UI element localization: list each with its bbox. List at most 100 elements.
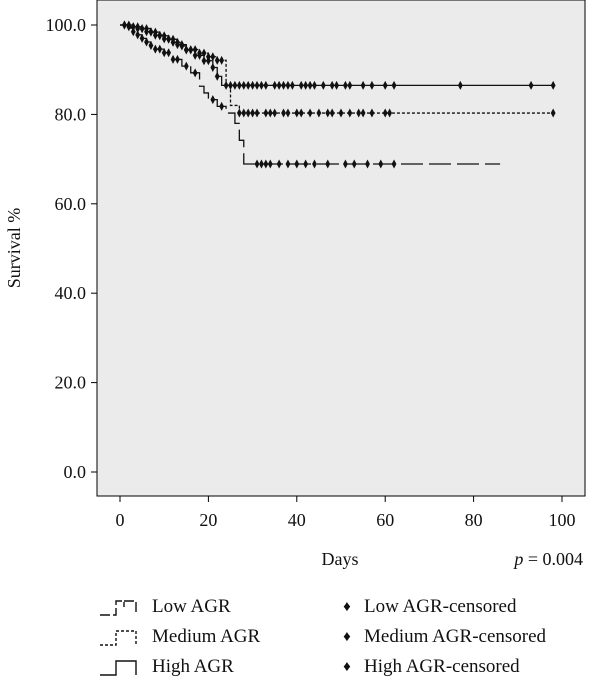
diamond-icon: ♦: [343, 629, 351, 645]
censor-mark: [250, 108, 255, 118]
censor-mark: [338, 108, 344, 118]
censor-mark: [183, 61, 189, 71]
legend-item-medium: Medium AGR: [98, 622, 260, 652]
censor-mark: [276, 159, 282, 169]
censor-mark: [329, 80, 335, 90]
censor-mark: [144, 37, 149, 47]
diamond-icon: ♦: [343, 659, 351, 675]
x-tick-label: 40: [288, 510, 306, 530]
censor-mark: [135, 22, 141, 32]
y-axis-label: Survival %: [4, 208, 24, 289]
censor-mark: [161, 48, 167, 58]
y-tick-label: 20.0: [55, 373, 87, 393]
censor-mark: [281, 80, 286, 90]
censor-mark: [170, 54, 176, 64]
censor-mark: [139, 33, 145, 43]
censor-mark: [219, 55, 225, 65]
censor-mark: [387, 108, 393, 118]
censor-mark: [236, 108, 242, 118]
censor-mark: [135, 30, 141, 40]
censor-mark: [263, 108, 269, 118]
censor-mark: [369, 80, 375, 90]
censor-mark: [236, 80, 242, 90]
censor-mark: [148, 41, 154, 51]
p-value-text: = 0.004: [523, 549, 583, 569]
legend-item-high: High AGR: [98, 652, 260, 682]
censor-mark: [550, 108, 556, 118]
censor-mark: [298, 108, 304, 118]
legend-lines: Low AGR Medium AGR High AGR: [98, 592, 260, 682]
censor-mark: [285, 80, 291, 90]
axes: 0.0 20.0 40.0 60.0 80.0 100.0 0 20 40 60 80 100: [46, 15, 576, 530]
censor-mark: [307, 108, 313, 118]
legend-item-low: Low AGR: [98, 592, 260, 622]
censor-mark: [126, 20, 132, 30]
legend-item-medium-censored: ♦ Medium AGR-censored: [336, 622, 546, 652]
censor-mark: [351, 159, 357, 169]
y-tick-label: 100.0: [46, 15, 87, 35]
censor-mark: [347, 108, 353, 118]
censor-mark: [250, 80, 255, 90]
series-low-agr: [120, 24, 501, 169]
legend-label-low: Low AGR: [152, 596, 231, 617]
censor-mark: [245, 80, 251, 90]
censor-mark: [267, 159, 273, 169]
censor-mark: [175, 54, 180, 64]
legend-label-low-censored: Low AGR-censored: [364, 596, 517, 617]
censor-mark: [307, 80, 313, 90]
censor-mark: [254, 80, 260, 90]
x-tick-label: 100: [549, 510, 576, 530]
censor-mark: [457, 80, 463, 90]
censor-mark: [130, 27, 136, 37]
censor-mark: [360, 108, 366, 118]
censor-mark: [241, 108, 247, 118]
censor-mark: [325, 159, 331, 169]
legend-label-high: High AGR: [152, 656, 234, 677]
censor-mark: [192, 50, 198, 60]
series-high-agr: [120, 20, 556, 90]
censor-mark: [152, 44, 158, 54]
censor-mark: [382, 80, 388, 90]
censor-mark: [343, 80, 348, 90]
censor-mark: [303, 80, 309, 90]
y-tick-label: 0.0: [64, 462, 87, 482]
censor-mark: [254, 159, 260, 169]
censor-mark: [161, 31, 167, 41]
censor-mark: [329, 108, 335, 118]
legend-swatch-high: [100, 660, 137, 676]
legend-item-high-censored: ♦ High AGR-censored: [336, 652, 546, 682]
p-value-annotation: p = 0.004: [512, 549, 583, 569]
censor-mark: [210, 52, 216, 62]
censor-mark: [210, 95, 216, 105]
censor-mark: [170, 34, 176, 44]
censor-mark: [219, 101, 225, 111]
censor-mark: [152, 27, 158, 37]
censor-mark: [391, 80, 397, 90]
censor-mark: [347, 80, 353, 90]
legend-censored: ♦ Low AGR-censored ♦ Medium AGR-censored…: [336, 592, 546, 682]
censor-mark: [281, 108, 286, 118]
censor-mark: [369, 108, 375, 118]
censor-mark: [166, 48, 172, 58]
legend-swatch-low: [100, 600, 137, 616]
censor-mark: [382, 108, 388, 118]
censor-mark: [179, 40, 185, 50]
censor-mark: [550, 80, 556, 90]
censor-mark: [334, 80, 339, 90]
censor-mark: [130, 22, 136, 32]
x-tick-label: 20: [199, 510, 217, 530]
censor-mark: [206, 56, 211, 66]
censor-mark: [360, 80, 366, 90]
censor-mark: [157, 31, 163, 41]
x-tick-label: 60: [376, 510, 394, 530]
censor-mark: [157, 44, 163, 54]
legend-label-medium-censored: Medium AGR-censored: [364, 626, 547, 647]
censor-mark: [122, 20, 127, 30]
y-tick-label: 60.0: [55, 194, 87, 214]
censor-mark: [263, 159, 269, 169]
censor-mark: [325, 108, 331, 118]
censor-mark: [378, 159, 384, 169]
censor-mark: [245, 108, 251, 118]
x-axis-label: Days: [322, 549, 359, 569]
